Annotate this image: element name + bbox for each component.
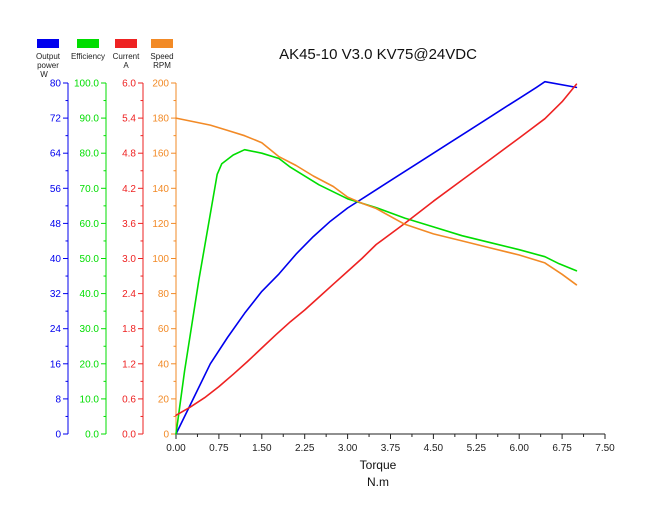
y-tick-label-current: 1.2 [122, 359, 136, 370]
x-tick-label: 5.25 [467, 443, 487, 454]
y-tick-label-speed: 100 [152, 254, 169, 265]
y-tick-label-current: 5.4 [122, 114, 136, 125]
legend-item-efficiency: Efficiency [71, 39, 105, 61]
y-tick-label-efficiency: 80.0 [80, 149, 100, 160]
y-tick-label-current: 1.8 [122, 324, 136, 335]
legend-swatch-current [115, 39, 137, 48]
y-tick-label-speed: 180 [152, 114, 169, 125]
y-tick-label-power: 8 [55, 394, 61, 405]
x-axis-unit: N.m [367, 475, 389, 489]
y-tick-label-speed: 20 [158, 394, 170, 405]
axes-group: 0 8 16 24 32 40 48 56 64 72 80 0.0 10.0 20.0 30.0 40.0 5… [50, 79, 615, 455]
y-tick-label-speed: 200 [152, 79, 169, 90]
legend-swatch-speed [151, 39, 173, 48]
y-tick-label-current: 0.6 [122, 394, 136, 405]
y-tick-label-current: 2.4 [122, 289, 136, 300]
y-tick-label-current: 6.0 [122, 79, 136, 90]
y-tick-label-efficiency: 60.0 [80, 219, 100, 230]
series-group [175, 80, 578, 435]
y-tick-label-current: 4.2 [122, 184, 136, 195]
legend-unit-speed: RPM [153, 61, 171, 70]
x-tick-label: 0.75 [209, 443, 229, 454]
legend-label-efficiency: Efficiency [71, 52, 105, 61]
legend-label-speed: Speed [150, 52, 173, 61]
y-tick-label-power: 24 [50, 324, 62, 335]
y-tick-label-efficiency: 0.0 [85, 430, 99, 441]
y-axis-speed: 0 20 40 60 80 100 120 140 160 180 200 [152, 79, 177, 441]
y-tick-label-current: 3.0 [122, 254, 136, 265]
x-axis: 0.00 0.75 1.50 2.25 3.00 3.75 4.50 5.25 6.00 6.75… [166, 433, 615, 454]
y-tick-label-speed: 60 [158, 324, 170, 335]
y-tick-label-efficiency: 70.0 [80, 184, 100, 195]
y-tick-label-power: 64 [50, 149, 62, 160]
x-tick-label: 0.00 [166, 443, 186, 454]
y-tick-label-power: 80 [50, 79, 62, 90]
y-tick-label-power: 72 [50, 114, 62, 125]
y-axis-current: 0.0 0.6 1.2 1.8 2.4 3.0 3.6 4.2 4.8 5.4 6.0 [122, 79, 144, 441]
x-tick-label: 2.25 [295, 443, 315, 454]
series-line-current [175, 83, 578, 417]
y-tick-label-power: 56 [50, 184, 62, 195]
x-tick-label: 1.50 [252, 443, 272, 454]
y-tick-label-speed: 0 [163, 430, 169, 441]
x-tick-label: 3.00 [338, 443, 358, 454]
y-tick-label-speed: 160 [152, 149, 169, 160]
y-tick-label-efficiency: 90.0 [80, 114, 100, 125]
legend-unit-power: W [40, 70, 48, 79]
legend-swatch-power [37, 39, 59, 48]
legend-label-current: Current [113, 52, 140, 61]
y-tick-label-efficiency: 40.0 [80, 289, 100, 300]
y-tick-label-current: 3.6 [122, 219, 136, 230]
legend-label-power: power [37, 61, 59, 70]
y-tick-label-efficiency: 10.0 [80, 394, 100, 405]
y-tick-label-speed: 140 [152, 184, 169, 195]
y-tick-label-speed: 40 [158, 359, 170, 370]
legend-label-power: Output [36, 52, 61, 61]
y-tick-label-efficiency: 20.0 [80, 359, 100, 370]
x-tick-label: 7.50 [595, 443, 615, 454]
y-tick-label-current: 0.0 [122, 430, 136, 441]
y-axis-efficiency: 0.0 10.0 20.0 30.0 40.0 50.0 60.0 70.0 80.0 90.0 1… [74, 79, 107, 441]
legend-unit-current: A [123, 61, 129, 70]
y-axis-power: 0 8 16 24 32 40 48 56 64 72 80 [50, 79, 69, 441]
y-tick-label-current: 4.8 [122, 149, 136, 160]
chart-title: AK45-10 V3.0 KV75@24VDC [279, 46, 477, 63]
series-line-efficiency [175, 148, 578, 435]
series-line-speed [175, 117, 578, 286]
x-tick-label: 3.75 [381, 443, 401, 454]
y-tick-label-power: 40 [50, 254, 62, 265]
y-tick-label-speed: 80 [158, 289, 170, 300]
y-tick-label-power: 48 [50, 219, 62, 230]
y-tick-label-speed: 120 [152, 219, 169, 230]
y-tick-label-efficiency: 50.0 [80, 254, 100, 265]
y-tick-label-power: 16 [50, 359, 62, 370]
y-tick-label-power: 32 [50, 289, 62, 300]
series-line-power [175, 80, 578, 435]
y-tick-label-power: 0 [55, 430, 61, 441]
x-tick-label: 6.75 [552, 443, 572, 454]
legend-swatch-efficiency [77, 39, 99, 48]
x-axis-label: Torque [360, 458, 397, 472]
x-tick-label: 6.00 [509, 443, 529, 454]
y-tick-label-efficiency: 30.0 [80, 324, 100, 335]
x-tick-label: 4.50 [424, 443, 444, 454]
y-tick-label-efficiency: 100.0 [74, 79, 99, 90]
